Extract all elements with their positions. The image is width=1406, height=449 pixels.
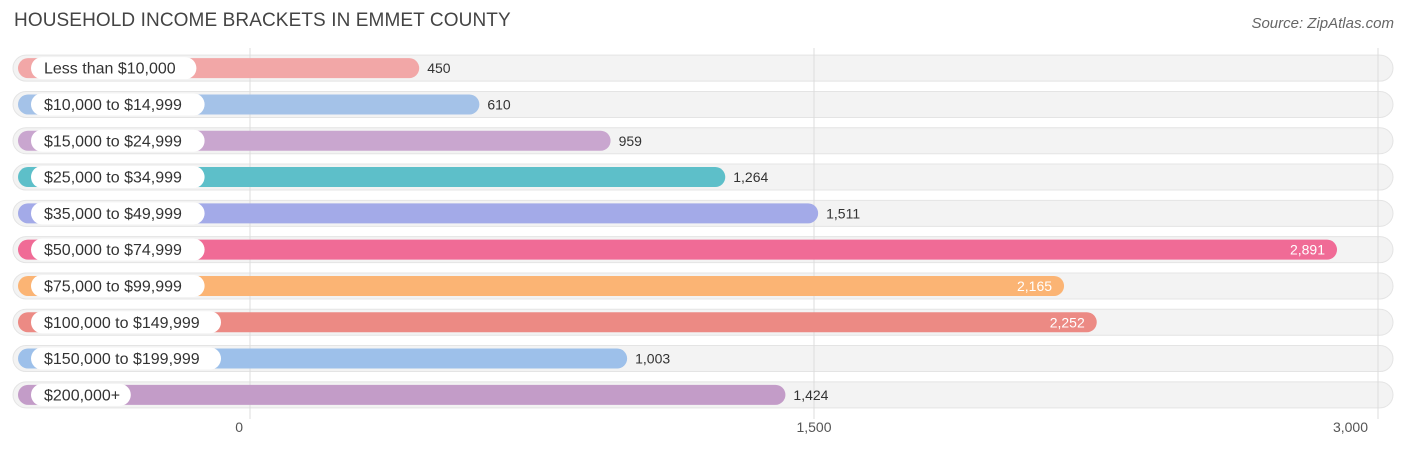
value-label: 2,165	[1017, 278, 1052, 294]
value-label: 2,891	[1290, 242, 1325, 258]
chart-title: HOUSEHOLD INCOME BRACKETS IN EMMET COUNT…	[14, 10, 511, 31]
bar	[18, 203, 819, 224]
value-label: 1,424	[793, 387, 828, 403]
category-label: $15,000 to $24,999	[44, 133, 182, 150]
category-label: $10,000 to $14,999	[44, 97, 182, 114]
value-label: 959	[619, 133, 643, 149]
category-label: $50,000 to $74,999	[44, 242, 182, 259]
category-label: $75,000 to $99,999	[44, 278, 182, 295]
value-label: 2,252	[1050, 314, 1085, 330]
category-label: $200,000+	[44, 387, 120, 404]
category-pill	[31, 202, 205, 225]
x-tick-label: 1,500	[796, 419, 831, 435]
category-label: $100,000 to $149,999	[44, 315, 200, 332]
value-label: 610	[487, 96, 511, 112]
category-label: $25,000 to $34,999	[44, 170, 182, 187]
source-note: Source: ZipAtlas.com	[1251, 15, 1394, 32]
value-label: 1,264	[733, 169, 768, 185]
category-pill	[31, 57, 197, 80]
category-pill	[31, 129, 205, 152]
category-pill	[31, 347, 221, 370]
bar	[18, 239, 1338, 260]
category-label: Less than $10,000	[44, 61, 176, 78]
category-label: $35,000 to $49,999	[44, 206, 182, 223]
x-tick-label: 3,000	[1333, 419, 1368, 435]
bar	[18, 384, 786, 405]
value-label: 450	[427, 60, 451, 76]
category-pill	[31, 238, 205, 261]
bar	[18, 275, 1065, 296]
category-pill	[31, 383, 131, 406]
category-pill	[31, 274, 205, 297]
category-label: $150,000 to $199,999	[44, 351, 200, 368]
x-tick-label: 0	[235, 419, 243, 435]
category-pill	[31, 311, 221, 334]
bar	[18, 312, 1097, 333]
value-label: 1,511	[826, 205, 860, 221]
category-pill	[31, 166, 205, 189]
value-label: 1,003	[635, 351, 670, 367]
category-pill	[31, 93, 205, 116]
